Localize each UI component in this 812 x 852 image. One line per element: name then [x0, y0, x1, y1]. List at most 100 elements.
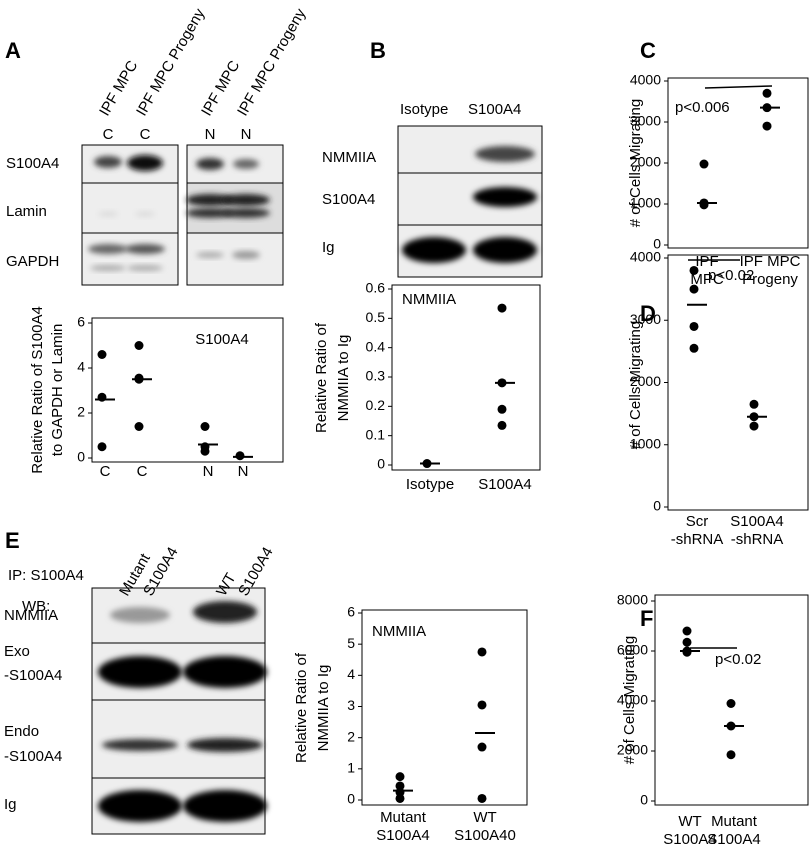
row-label: GAPDH: [6, 253, 59, 270]
y-tick-label: 4000: [617, 692, 648, 708]
panel-letter: A: [5, 38, 21, 63]
column-header: IPF MPC Progeny: [133, 5, 208, 119]
data-point: [497, 420, 507, 430]
blot-band: [125, 244, 165, 254]
y-tick-label: 1000: [630, 435, 661, 451]
data-point: [682, 637, 692, 647]
x-tick-label: S100A4: [376, 827, 429, 844]
y-axis-label: NMMIIA to Ig: [335, 335, 352, 422]
data-point: [97, 442, 107, 452]
significance-line: [704, 85, 773, 89]
blot-band: [98, 656, 182, 688]
data-point: [726, 721, 736, 731]
row-label: Exo: [4, 643, 30, 660]
panel-letter: E: [5, 528, 20, 553]
y-axis-label: Relative Ratio of S100A4: [29, 306, 46, 474]
y-tick-label: 0.6: [366, 280, 386, 296]
annotation: S100A4: [195, 331, 248, 348]
y-axis-label: # of Cells Migrating: [621, 636, 638, 764]
row-label: -S100A4: [4, 667, 62, 684]
data-point: [477, 700, 487, 710]
y-tick-label: 0: [653, 236, 661, 252]
y-tick-label: 0: [77, 449, 85, 465]
data-point: [477, 742, 487, 752]
condition-label: C: [103, 126, 114, 143]
y-tick-label: 0.1: [366, 426, 386, 442]
row-label: Lamin: [6, 203, 47, 220]
y-tick-label: 2000: [630, 154, 661, 170]
ip-label: IP: S100A4: [8, 567, 84, 584]
blot-band: [196, 252, 224, 258]
blot-band: [473, 237, 537, 263]
x-tick-label: S100A4: [478, 476, 531, 493]
data-point: [395, 781, 405, 791]
y-tick-label: 2000: [630, 373, 661, 389]
y-axis-label: Relative Ratio of: [293, 652, 310, 763]
y-axis-label: Relative Ratio of: [313, 322, 330, 433]
y-axis-label: # of Cells Migrating: [627, 321, 644, 449]
plot-frame: [391, 284, 541, 471]
plot-frame: [361, 609, 528, 806]
row-label: Ig: [322, 239, 335, 256]
blot-lane: [397, 125, 543, 174]
plot-frame: [667, 254, 809, 511]
data-point: [749, 399, 759, 409]
blot-band: [233, 159, 259, 169]
y-tick-label: 5: [347, 635, 355, 651]
blot-band: [183, 656, 267, 688]
row-label: S100A4: [322, 191, 375, 208]
x-tick-label: IPF MPC: [740, 253, 801, 270]
x-tick-label: Scr: [686, 513, 709, 530]
data-point: [726, 750, 736, 760]
annotation: NMMIIA: [372, 623, 426, 640]
y-axis-label: # of Cells Migrating: [627, 99, 644, 227]
data-point: [689, 343, 699, 353]
y-tick-label: 4: [347, 666, 355, 682]
x-tick-label: N: [238, 463, 249, 480]
y-tick-label: 1: [347, 760, 355, 776]
row-label: -S100A4: [4, 748, 62, 765]
y-tick-label: 6: [77, 314, 85, 330]
blot-band: [232, 251, 260, 259]
blot-band: [102, 739, 178, 751]
x-tick-label: IPF: [695, 253, 718, 270]
y-tick-label: 0: [377, 456, 385, 472]
x-tick-label: Progeny: [742, 271, 798, 288]
blot-band: [127, 265, 163, 271]
y-tick-label: 0.4: [366, 338, 386, 354]
y-tick-label: 6000: [617, 642, 648, 658]
data-point: [699, 200, 709, 210]
x-tick-label: N: [203, 463, 214, 480]
data-point: [200, 422, 210, 431]
plot-frame: [91, 317, 284, 463]
data-point: [682, 647, 692, 657]
blot-band: [187, 738, 263, 752]
condition-label: N: [205, 126, 216, 143]
blot-band: [186, 194, 234, 206]
wb-label: WB:: [22, 598, 50, 615]
data-point: [395, 772, 405, 782]
blot-lane: [186, 182, 284, 234]
data-point: [134, 422, 144, 431]
y-tick-label: 2: [77, 404, 85, 420]
data-point: [689, 284, 699, 294]
data-point: [497, 378, 507, 388]
data-point: [477, 647, 487, 657]
x-tick-label: Mutant: [711, 813, 758, 830]
data-point: [477, 793, 487, 803]
x-tick-label: MPC: [690, 271, 724, 288]
data-point: [200, 446, 210, 456]
blot-band: [90, 265, 126, 271]
blot-band: [475, 146, 535, 162]
x-tick-label: C: [137, 463, 148, 480]
column-header: S100A4: [468, 101, 521, 118]
blot-band: [98, 790, 182, 822]
blot-band: [222, 208, 270, 218]
y-tick-label: 3000: [630, 311, 661, 327]
plot-frame: [654, 594, 809, 806]
x-tick-label: S100A40: [454, 827, 516, 844]
y-tick-label: 0: [653, 498, 661, 514]
y-tick-label: 1000: [630, 195, 661, 211]
annotation: p<0.02: [708, 267, 754, 284]
